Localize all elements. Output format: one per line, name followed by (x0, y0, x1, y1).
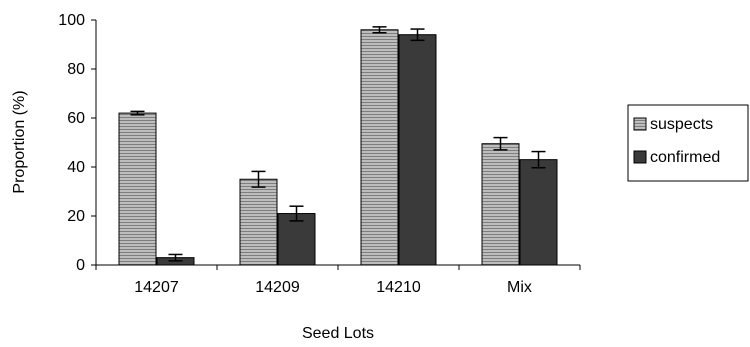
x-tick-label: 14207 (134, 279, 179, 296)
bar-suspects-14209 (239, 178, 278, 266)
y-tick-label: 100 (58, 12, 85, 29)
bar-confirmed-Mix (519, 159, 558, 266)
legend: suspects confirmed (627, 104, 749, 182)
legend-swatch-confirmed (633, 150, 647, 164)
bar-confirmed-14210 (398, 34, 437, 266)
y-tick-label: 80 (67, 61, 85, 78)
legend-label-confirmed: confirmed (650, 149, 720, 166)
x-axis-title: Seed Lots (302, 325, 374, 342)
bar-suspects-14207 (118, 112, 157, 266)
legend-box (627, 104, 749, 182)
bar-suspects-Mix (481, 143, 520, 266)
bar-confirmed-14209 (277, 213, 316, 266)
legend-label-suspects: suspects (650, 116, 713, 133)
y-tick-label: 40 (67, 159, 85, 176)
bar-suspects-14210 (360, 29, 399, 266)
y-tick-label: 60 (67, 110, 85, 127)
y-tick-label: 0 (76, 257, 85, 274)
x-tick-label: Mix (507, 279, 532, 296)
legend-swatch-suspects (633, 117, 647, 131)
y-tick-label: 20 (67, 208, 85, 225)
x-tick-label: 14209 (255, 279, 300, 296)
x-tick-label: 14210 (376, 279, 421, 296)
plot-area: 0 20 40 60 80 100 14207 14209 14210 Mix (58, 12, 581, 296)
y-axis-title: Proportion (%) (11, 90, 28, 193)
